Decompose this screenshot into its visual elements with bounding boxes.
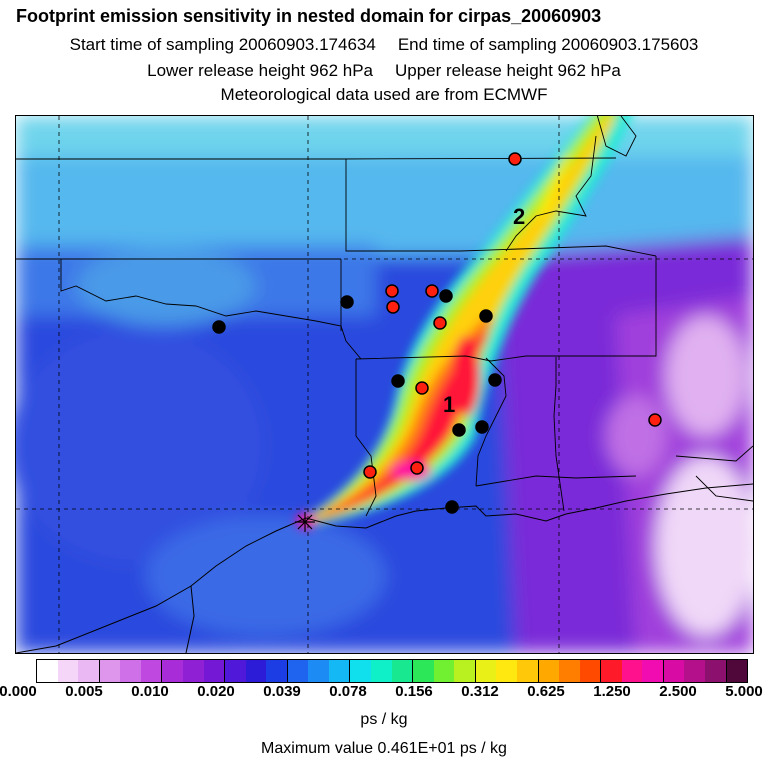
- colorbar-tick-label: 0.312: [461, 683, 499, 700]
- black-marker: [391, 374, 405, 388]
- measurement-markers: [212, 152, 662, 514]
- colorbar-cell: [266, 660, 287, 682]
- red-marker: [386, 300, 400, 314]
- black-marker: [340, 295, 354, 309]
- black-marker: [439, 289, 453, 303]
- met-data-line: Meteorological data used are from ECMWF: [220, 85, 548, 104]
- colorbar-tick-label: 0.005: [65, 683, 103, 700]
- colorbar-cell: [203, 660, 225, 682]
- colorbar-tick-label: 0.625: [527, 683, 565, 700]
- colorbar-cell: [412, 660, 434, 682]
- sensitivity-field: [16, 116, 753, 653]
- colorbar-tick-label: 0.020: [197, 683, 235, 700]
- black-marker: [212, 320, 226, 334]
- colorbar-cell: [120, 660, 141, 682]
- colorbar-cell: [286, 660, 309, 682]
- colorbar-cell: [725, 660, 748, 682]
- colorbar-tick-label: 2.500: [659, 683, 697, 700]
- black-marker: [475, 420, 489, 434]
- upper-release-height: Upper release height 962 hPa: [395, 61, 621, 80]
- red-marker: [363, 465, 377, 479]
- lower-release-height: Lower release height 962 hPa: [147, 61, 373, 80]
- state-boundaries: [16, 116, 753, 517]
- red-marker: [385, 284, 399, 298]
- colorbar-cell: [433, 660, 455, 682]
- maximum-value: Maximum value 0.461E+01 ps / kg: [261, 740, 507, 757]
- colorbar-cell: [642, 660, 663, 682]
- colorbar-cell: [328, 660, 350, 682]
- colorbar-cell: [245, 660, 267, 682]
- colorbar-cell: [454, 660, 475, 682]
- colorbar-cell: [37, 660, 58, 682]
- colorbar-cell: [684, 660, 705, 682]
- release-site-star-icon: [295, 512, 315, 532]
- colorbar-unit: ps / kg: [360, 711, 408, 728]
- colorbar-tick-label: 0.078: [329, 683, 367, 700]
- black-marker: [452, 423, 466, 437]
- red-marker: [508, 152, 522, 166]
- colorbar-cell: [182, 660, 204, 682]
- sampling-time-line: Start time of sampling 20060903.174634 En…: [0, 35, 768, 55]
- red-marker: [415, 381, 429, 395]
- colorbar-cell: [349, 660, 371, 682]
- plume-label-1: 1: [443, 392, 455, 417]
- black-marker: [445, 500, 459, 514]
- release-height-line: Lower release height 962 hPa Upper releas…: [0, 61, 768, 81]
- colorbar-cell: [78, 660, 99, 682]
- black-marker: [479, 309, 493, 323]
- end-sampling-time: End time of sampling 20060903.175603: [397, 35, 699, 54]
- colorbar-cell: [516, 660, 538, 682]
- coastline: [16, 483, 753, 653]
- red-marker: [433, 316, 447, 330]
- colorbar-tick-label: 0.000: [0, 683, 37, 700]
- colorbar-cell: [705, 660, 726, 682]
- red-marker: [410, 461, 424, 475]
- colorbar-cell: [579, 660, 601, 682]
- colorbar-tick-label: 0.039: [263, 683, 301, 700]
- map-title: Footprint emission sensitivity in nested…: [16, 6, 602, 26]
- colorbar-cell: [391, 660, 413, 682]
- colorbar-cell: [559, 660, 580, 682]
- black-marker: [488, 373, 502, 387]
- plume-field: [296, 116, 632, 529]
- colorbar-tick-label: 1.250: [593, 683, 631, 700]
- colorbar: [36, 659, 748, 683]
- red-marker: [648, 413, 662, 427]
- footprint-map: 1 2: [15, 115, 754, 654]
- plume-label-2: 2: [513, 204, 525, 229]
- colorbar-tick-label: 0.010: [131, 683, 169, 700]
- start-sampling-time: Start time of sampling 20060903.174634: [69, 35, 376, 54]
- colorbar-cell: [98, 660, 121, 682]
- red-marker: [425, 284, 439, 298]
- colorbar-cell: [474, 660, 497, 682]
- colorbar-cell: [308, 660, 329, 682]
- colorbar-cell: [600, 660, 622, 682]
- colorbar-tick-label: 5.000: [725, 683, 763, 700]
- colorbar-cell: [140, 660, 162, 682]
- colorbar-cell: [496, 660, 517, 682]
- colorbar-cell: [662, 660, 685, 682]
- colorbar-cell: [371, 660, 392, 682]
- colorbar-tick-label: 0.156: [395, 683, 433, 700]
- colorbar-cell: [57, 660, 79, 682]
- colorbar-cell: [537, 660, 560, 682]
- colorbar-cell: [224, 660, 246, 682]
- colorbar-cell: [621, 660, 643, 682]
- colorbar-cell: [161, 660, 183, 682]
